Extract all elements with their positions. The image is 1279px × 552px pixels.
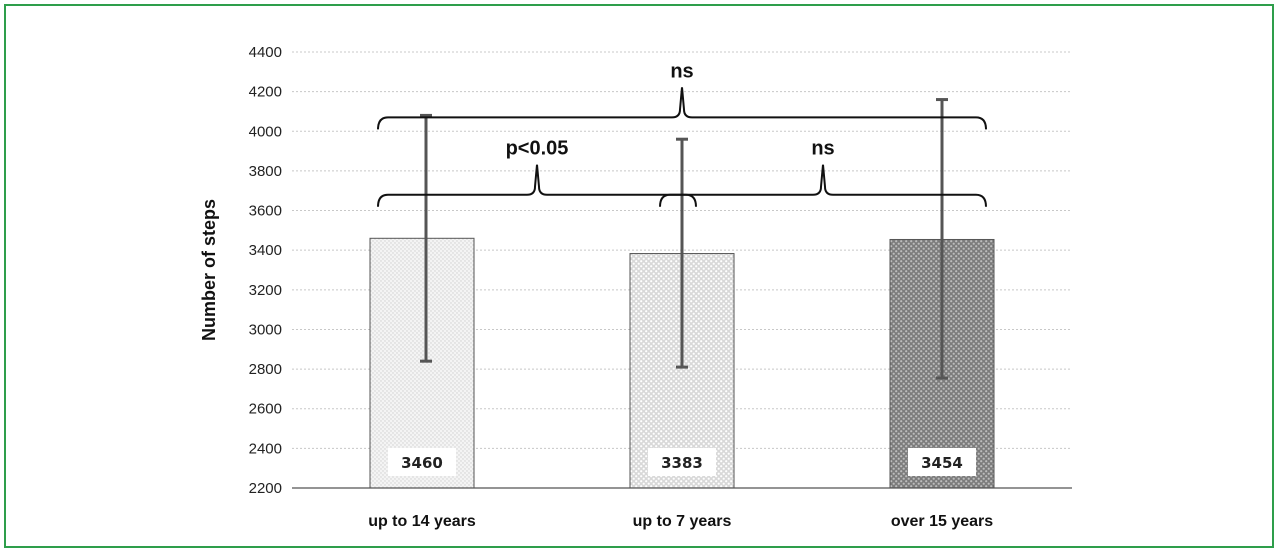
y-axis-label: Number of steps	[199, 199, 219, 341]
significance-label: p<0.05	[506, 138, 569, 160]
error-bars	[420, 98, 948, 380]
data-label: 3454	[921, 454, 963, 472]
y-tick-label: 2600	[249, 401, 282, 418]
data-label: 3383	[661, 454, 703, 472]
y-tick-label: 3000	[249, 321, 282, 338]
y-tick-label: 3600	[249, 203, 282, 220]
data-label-box	[908, 448, 976, 476]
x-tick-label: up to 14 years	[368, 513, 476, 530]
bar	[369, 237, 475, 489]
significance-bracket	[659, 164, 987, 207]
data-label: 3460	[401, 454, 443, 472]
x-axis-categories: up to 14 years up to 7 years over 15 years	[368, 513, 993, 530]
significance-brackets: p<0.05 ns ns	[377, 60, 987, 207]
y-tick-label: 3800	[249, 163, 282, 180]
y-axis-ticks: 2200 2400 2600 2800 3000 3200 3400 3600 3800 4000…	[249, 44, 282, 497]
x-tick-label: over 15 years	[891, 513, 993, 530]
data-labels: 3460 3383 3454	[388, 448, 976, 476]
data-label-box	[388, 448, 456, 476]
y-tick-label: 3200	[249, 282, 282, 299]
x-tick-label: up to 7 years	[633, 513, 732, 530]
significance-label: ns	[670, 60, 693, 82]
data-label-box	[648, 448, 716, 476]
significance-label: ns	[811, 138, 834, 160]
y-tick-label: 2200	[249, 480, 282, 497]
y-tick-label: 2800	[249, 361, 282, 378]
significance-bracket	[377, 87, 987, 130]
y-tick-label: 4400	[249, 44, 282, 61]
y-tick-label: 2400	[249, 440, 282, 457]
y-tick-label: 4000	[249, 123, 282, 140]
y-tick-label: 3400	[249, 242, 282, 259]
y-tick-label: 4200	[249, 84, 282, 101]
